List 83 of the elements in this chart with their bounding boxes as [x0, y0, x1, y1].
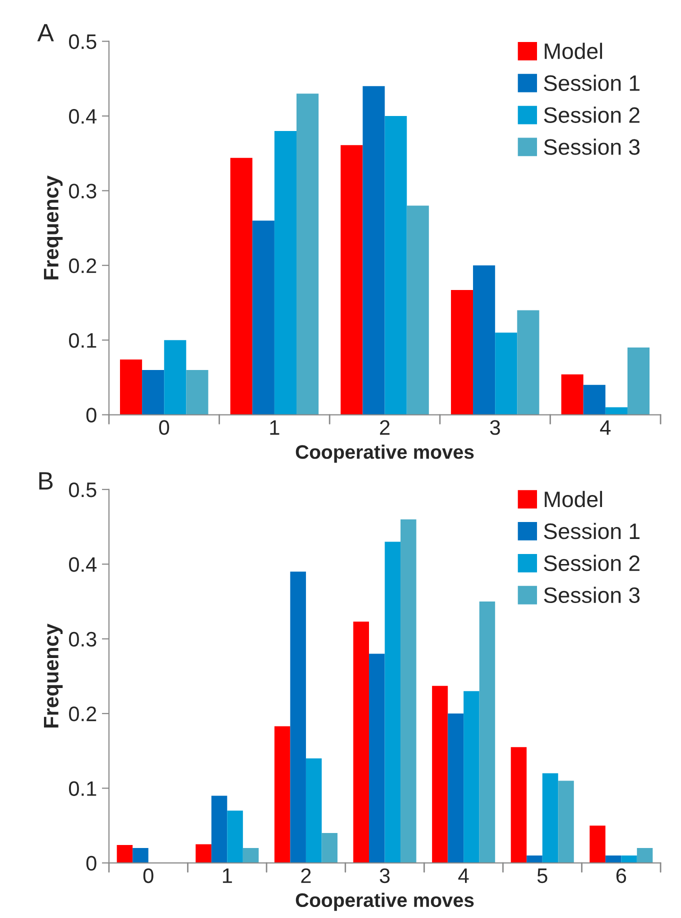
legend-label: Session 3 [544, 138, 640, 155]
y-tick-label: 0.5 [69, 482, 96, 498]
legend-label: Session 2 [544, 554, 640, 572]
bar [369, 654, 385, 863]
y-tick-label: 0.3 [69, 632, 96, 647]
y-tick-label: 0.3 [69, 184, 96, 198]
bar [142, 370, 164, 415]
x-tick-label: 0 [159, 420, 170, 435]
x-axis-title: Cooperative moves [296, 444, 474, 463]
y-axis-title: Frequency [44, 624, 63, 728]
bar [406, 206, 429, 415]
bar [517, 310, 540, 415]
y-tick-label: 0.1 [69, 781, 96, 796]
legend-label: Session 3 [544, 586, 640, 604]
bar [542, 773, 558, 863]
bar [252, 220, 274, 415]
bar [510, 747, 527, 863]
x-tick-label: 3 [380, 868, 390, 884]
x-tick-label: 4 [600, 420, 611, 435]
x-tick-label: 1 [270, 420, 280, 435]
legend-label: Session 1 [544, 74, 640, 92]
y-tick-label: 0.2 [69, 706, 96, 722]
legend-label: Model [544, 42, 602, 60]
bar [495, 332, 518, 415]
bar [274, 130, 297, 415]
bar [186, 370, 208, 415]
bar [558, 780, 574, 863]
bar [274, 726, 290, 863]
y-tick-label: 0.4 [69, 109, 97, 124]
bar [384, 542, 401, 863]
bar [353, 622, 370, 863]
bar [227, 810, 243, 863]
legend-label: Model [544, 490, 602, 508]
legend-label: Session 1 [544, 522, 640, 540]
bar [384, 116, 407, 415]
bar [116, 844, 133, 863]
bar [132, 848, 148, 863]
legend-label: Session 2 [544, 106, 640, 123]
bar [448, 714, 464, 863]
x-tick-label: 0 [143, 868, 154, 884]
bar [306, 758, 322, 863]
bar [120, 359, 142, 415]
y-tick-label: 0.5 [69, 34, 96, 50]
bar [479, 602, 496, 863]
bar [362, 86, 385, 415]
bar [290, 572, 306, 863]
bar [590, 826, 606, 863]
bar [583, 384, 606, 415]
bar [164, 340, 186, 415]
bar [296, 94, 319, 415]
y-tick-label: 0.4 [69, 557, 97, 572]
x-tick-label: 1 [222, 868, 232, 883]
bar [621, 855, 637, 863]
y-tick-label: 0 [86, 856, 96, 871]
bar [230, 158, 252, 415]
bar [561, 374, 584, 415]
bar [636, 848, 653, 863]
bar [211, 796, 228, 863]
bar [322, 833, 338, 863]
x-tick-label: 6 [616, 868, 626, 884]
bar [340, 145, 363, 415]
bar [464, 691, 480, 863]
x-tick-label: 3 [490, 420, 500, 435]
x-tick-label: 2 [380, 420, 390, 435]
y-axis-title: Frequency [44, 175, 63, 280]
bar [196, 844, 212, 863]
bar [473, 265, 496, 415]
bar [526, 855, 542, 863]
bar [605, 855, 622, 863]
chart-title: A [37, 24, 54, 42]
bar [627, 348, 650, 415]
y-tick-label: 0.1 [69, 333, 96, 348]
chart-title: B [39, 472, 53, 490]
y-tick-label: 0 [86, 408, 96, 423]
bar [242, 848, 259, 863]
x-tick-label: 4 [458, 868, 469, 883]
x-axis-title: Cooperative moves [296, 892, 474, 911]
bar [450, 290, 474, 415]
bar [400, 519, 416, 863]
bar [432, 686, 448, 863]
y-tick-label: 0.2 [69, 258, 96, 274]
x-tick-label: 5 [537, 868, 548, 884]
x-tick-label: 2 [301, 868, 311, 883]
